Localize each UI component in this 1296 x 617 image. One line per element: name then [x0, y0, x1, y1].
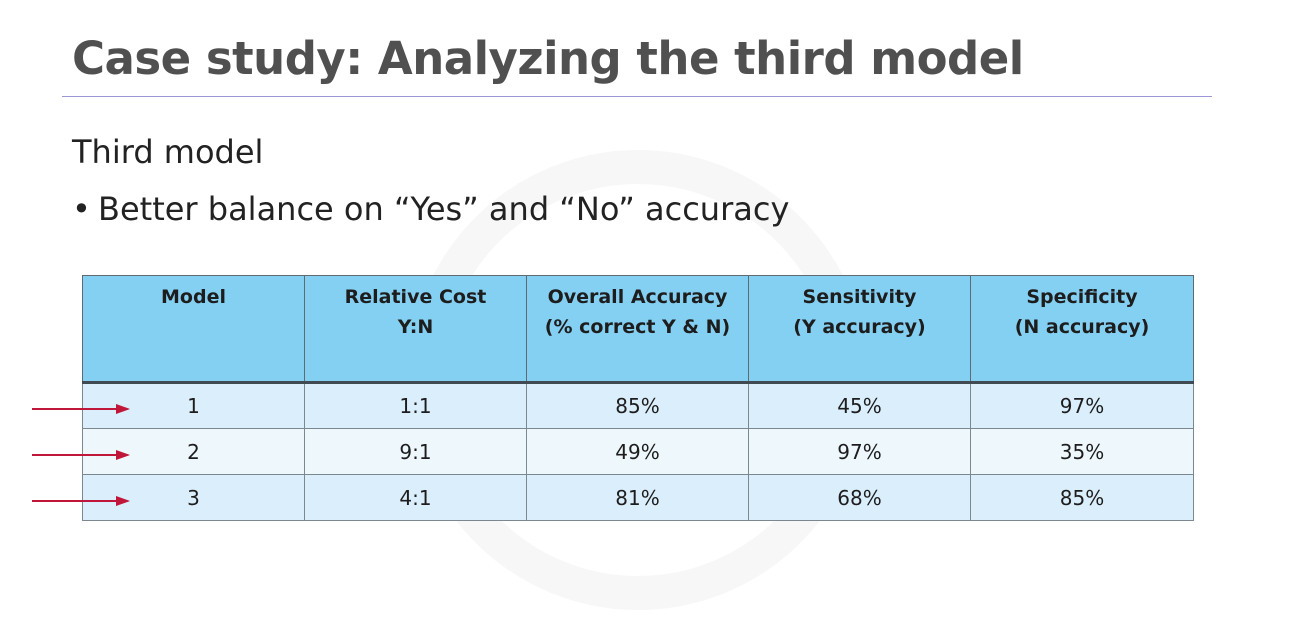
header-specificity: Specificity (N accuracy)	[970, 275, 1194, 384]
header-line: Relative Cost	[344, 286, 487, 308]
table-header-row: Model Relative Cost Y:N Overall Accuracy…	[82, 275, 1194, 384]
header-model: Model	[82, 275, 305, 384]
cell-overall-accuracy: 81%	[526, 474, 749, 521]
cell-sensitivity: 68%	[748, 474, 971, 521]
header-line: (N accuracy)	[1014, 316, 1150, 338]
title-divider	[62, 96, 1212, 97]
header-line: (Y accuracy)	[793, 316, 926, 338]
header-line: Specificity	[1026, 286, 1138, 308]
cell-sensitivity: 45%	[748, 382, 971, 429]
table-row: 1 1:1 85% 45% 97%	[82, 382, 1194, 429]
bullet-item: • Better balance on “Yes” and “No” accura…	[72, 190, 789, 228]
right-arrow-icon	[32, 450, 130, 460]
bullet-text: Better balance on “Yes” and “No” accurac…	[98, 190, 790, 228]
table-row: 3 4:1 81% 68% 85%	[82, 474, 1194, 521]
header-line: Overall Accuracy	[547, 286, 728, 308]
cell-specificity: 35%	[970, 428, 1194, 475]
header-line: Sensitivity	[802, 286, 917, 308]
cell-specificity: 85%	[970, 474, 1194, 521]
cell-sensitivity: 97%	[748, 428, 971, 475]
right-arrow-icon	[32, 496, 130, 506]
right-arrow-icon	[32, 404, 130, 414]
header-line: (% correct Y & N)	[544, 316, 731, 338]
cell-relative-cost: 4:1	[304, 474, 527, 521]
header-overall-accuracy: Overall Accuracy (% correct Y & N)	[526, 275, 749, 384]
cell-relative-cost: 1:1	[304, 382, 527, 429]
cell-relative-cost: 9:1	[304, 428, 527, 475]
slide-subtitle: Third model	[72, 133, 264, 171]
cell-specificity: 97%	[970, 382, 1194, 429]
header-line: Model	[161, 286, 226, 308]
model-comparison-table: Model Relative Cost Y:N Overall Accuracy…	[82, 275, 1194, 521]
header-sensitivity: Sensitivity (Y accuracy)	[748, 275, 971, 384]
header-line: Y:N	[397, 316, 434, 338]
cell-overall-accuracy: 49%	[526, 428, 749, 475]
cell-overall-accuracy: 85%	[526, 382, 749, 429]
header-relative-cost: Relative Cost Y:N	[304, 275, 527, 384]
table-row: 2 9:1 49% 97% 35%	[82, 428, 1194, 475]
bullet-symbol: •	[72, 190, 91, 228]
slide-title: Case study: Analyzing the third model	[72, 32, 1024, 85]
